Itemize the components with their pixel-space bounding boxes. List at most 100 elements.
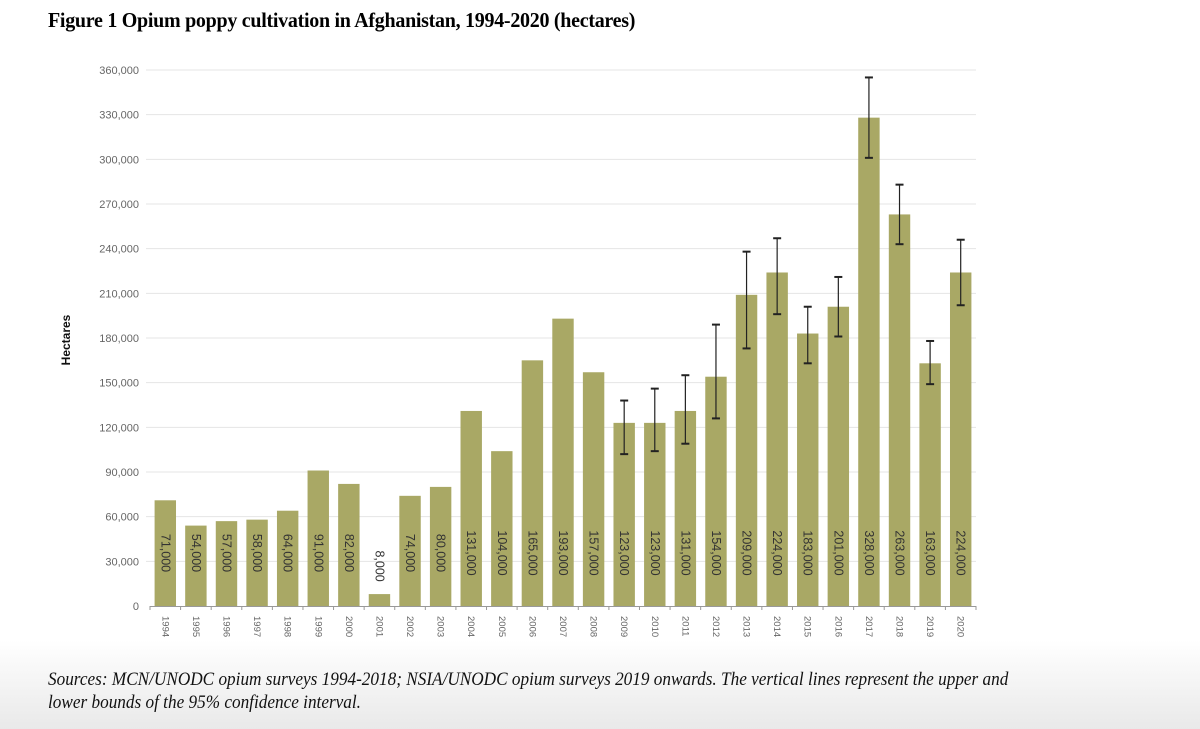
bar-2009 — [613, 422, 635, 606]
x-tick-label: 2006 — [526, 616, 537, 637]
bar-data-label: 163,000 — [923, 530, 937, 575]
x-tick-label: 2004 — [465, 616, 476, 637]
y-tick-label: 210,000 — [99, 288, 139, 300]
x-tick-label: 2001 — [373, 616, 384, 637]
bar-data-label: 157,000 — [587, 530, 601, 575]
bar-1998 — [276, 510, 299, 606]
bar-data-label: 224,000 — [954, 530, 968, 575]
y-tick-label: 120,000 — [99, 422, 139, 434]
error-bar-2017 — [864, 76, 873, 159]
bar-2013 — [735, 294, 758, 606]
bar-data-label: 131,000 — [678, 530, 692, 575]
bar-2017 — [858, 117, 880, 607]
bar-data-label: 104,000 — [495, 530, 509, 575]
error-bar-2009 — [620, 399, 629, 456]
x-tick-label: 2014 — [771, 616, 782, 637]
bar-data-label: 201,000 — [831, 530, 845, 575]
x-tick-label: 1998 — [282, 616, 293, 637]
bar-data-label: 165,000 — [525, 530, 539, 575]
y-tick-label: 150,000 — [99, 378, 139, 390]
x-tick-label: 2013 — [741, 616, 752, 637]
error-bar-2010 — [650, 387, 659, 453]
bar-2005 — [491, 451, 513, 606]
x-tick-label: 1999 — [312, 616, 323, 637]
bar-data-label: 209,000 — [740, 530, 754, 575]
x-tick-label: 2005 — [496, 616, 507, 637]
bar-2008 — [582, 372, 605, 606]
y-tick-label: 360,000 — [99, 65, 139, 77]
y-tick-label: 180,000 — [99, 333, 139, 345]
error-bar-2018 — [895, 183, 904, 246]
bar-1995 — [185, 525, 207, 606]
y-axis-label: Hectares — [59, 314, 73, 365]
bar-2014 — [766, 272, 788, 606]
x-tick-label: 2012 — [710, 616, 721, 637]
y-axis-ticks: 0 30,000 60,000 90,000 120,000 150,000 180,000… — [99, 65, 139, 613]
x-tick-label: 2003 — [435, 616, 446, 637]
y-tick-label: 240,000 — [99, 244, 139, 256]
bar-data-label: 263,000 — [893, 530, 907, 575]
x-tick-label: 2002 — [404, 616, 415, 637]
bar-1997 — [246, 519, 268, 606]
error-bar-2012 — [711, 323, 720, 420]
y-tick-label: 330,000 — [99, 110, 139, 122]
bar-2007 — [552, 318, 574, 606]
x-tick-label: 2015 — [802, 616, 813, 637]
bar-2010 — [644, 422, 666, 606]
sources-note: Sources: MCN/UNODC opium surveys 1994-20… — [48, 670, 1009, 713]
figure-title: Figure 1 Opium poppy cultivation in Afgh… — [48, 8, 636, 32]
y-tick-label: 60,000 — [105, 512, 139, 524]
bar-2016 — [827, 306, 850, 606]
bar-data-label: 131,000 — [464, 530, 478, 575]
error-bar-2015 — [803, 305, 812, 365]
bar-data-label: 71,000 — [158, 534, 172, 572]
bars: 71,000 54,000 57,000 58,000 64,000 91,000 82,0… — [154, 117, 972, 607]
x-tick-label: 2009 — [618, 616, 629, 637]
bar-2006 — [521, 360, 544, 606]
y-tick-label: 300,000 — [99, 154, 139, 166]
bar-data-label: 54,000 — [189, 534, 203, 572]
y-tick-label: 0 — [133, 601, 139, 613]
bar-1994 — [154, 500, 177, 606]
bar-data-label: 58,000 — [250, 534, 264, 572]
x-tick-label: 1994 — [159, 616, 170, 637]
bar-2000 — [338, 483, 360, 606]
y-tick-label: 90,000 — [105, 467, 139, 479]
x-tick-label: 2011 — [679, 616, 690, 636]
bar-2001 — [368, 594, 391, 606]
x-tick-label: 2017 — [863, 616, 874, 637]
bar-2012 — [705, 376, 727, 606]
bar-data-label: 82,000 — [342, 534, 356, 572]
error-bar-2019 — [926, 339, 935, 386]
error-bars — [620, 76, 965, 456]
x-tick-label: 2020 — [955, 616, 966, 637]
bar-data-label: 183,000 — [801, 530, 815, 575]
bar-data-label: 57,000 — [219, 534, 233, 572]
bar-data-label: 74,000 — [403, 534, 417, 572]
bar-2002 — [399, 495, 421, 606]
bar-2020 — [949, 272, 972, 606]
x-tick-label: 2016 — [832, 616, 843, 637]
bar-data-label: 328,000 — [862, 530, 876, 575]
y-tick-label: 270,000 — [99, 199, 139, 211]
x-tick-label: 2010 — [649, 616, 660, 637]
bar-data-label: 80,000 — [434, 534, 448, 572]
x-tick-label: 1995 — [190, 616, 201, 637]
bar-data-label: 224,000 — [770, 530, 784, 575]
x-tick-label: 2007 — [557, 616, 568, 637]
bar-2019 — [919, 363, 941, 606]
x-tick-label: 1996 — [220, 616, 231, 637]
x-tick-label: 2019 — [924, 616, 935, 637]
bar-1996 — [215, 521, 238, 606]
bar-data-label: 123,000 — [617, 530, 631, 575]
bar-2015 — [797, 333, 819, 606]
bar-data-label: 154,000 — [709, 530, 723, 575]
error-bar-2013 — [742, 250, 751, 350]
bar-data-label: 91,000 — [311, 534, 325, 572]
x-tick-label: 1997 — [251, 616, 262, 637]
bar-data-label: 64,000 — [281, 534, 295, 572]
error-bar-2014 — [773, 237, 782, 316]
bar-2003 — [429, 486, 452, 606]
bar-chart: 0 30,000 60,000 90,000 120,000 150,000 180,000… — [59, 65, 977, 637]
bar-data-label: 8,000 — [372, 550, 386, 581]
